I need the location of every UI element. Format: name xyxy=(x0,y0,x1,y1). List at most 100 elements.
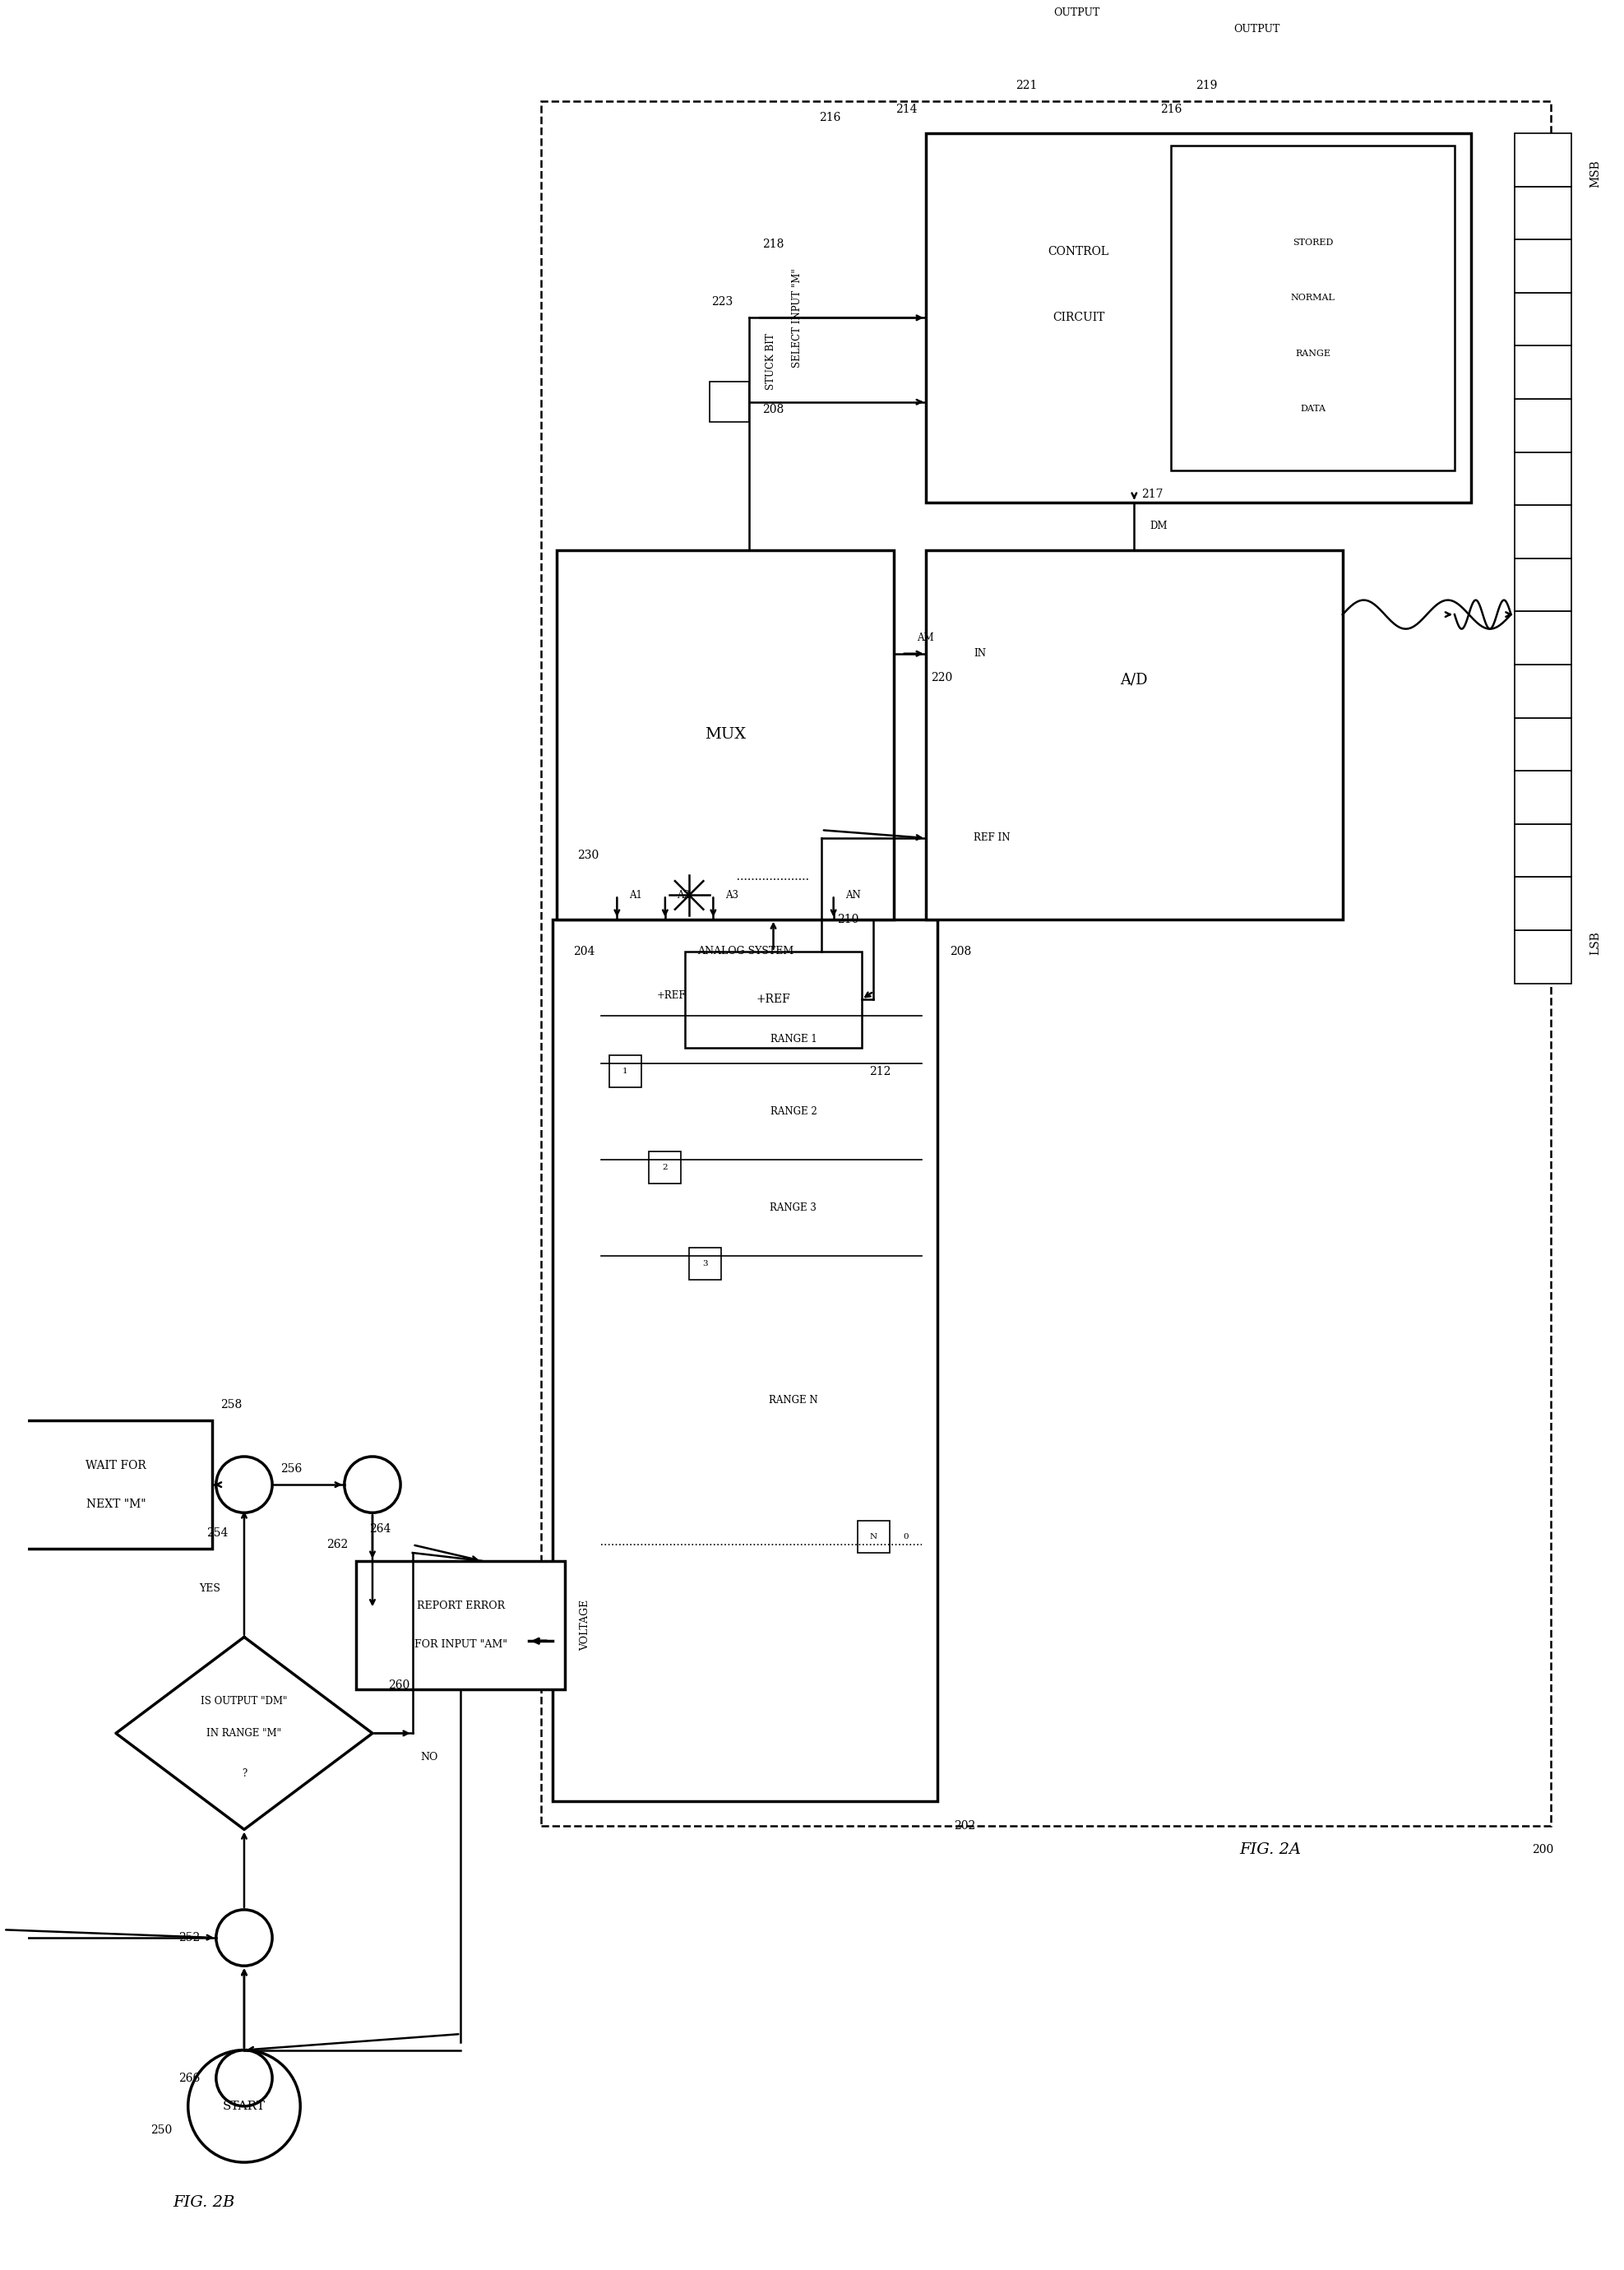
Bar xyxy=(685,951,862,1046)
Text: NEXT "M": NEXT "M" xyxy=(86,1498,146,1510)
Text: 1: 1 xyxy=(622,1067,628,1076)
Text: 202: 202 xyxy=(953,1821,976,1832)
Text: CONTROL: CONTROL xyxy=(1047,245,1109,257)
Text: 223: 223 xyxy=(711,295,734,306)
Text: +REF: +REF xyxy=(757,994,791,1006)
Text: REF IN: REF IN xyxy=(974,833,1010,844)
Text: RANGE 3: RANGE 3 xyxy=(770,1203,817,1212)
Text: FIG. 2B: FIG. 2B xyxy=(174,2195,235,2209)
Text: IN: IN xyxy=(974,649,986,658)
Text: 2: 2 xyxy=(663,1165,667,1171)
Text: AM: AM xyxy=(918,633,934,642)
Text: REPORT ERROR: REPORT ERROR xyxy=(417,1600,505,1612)
Text: 216: 216 xyxy=(818,111,840,123)
Bar xyxy=(1515,558,1570,611)
Bar xyxy=(1515,345,1570,400)
Text: 200: 200 xyxy=(1533,1843,1554,1855)
Text: 218: 218 xyxy=(763,238,784,250)
Bar xyxy=(1515,134,1570,186)
Bar xyxy=(1515,931,1570,983)
Text: STUCK BIT: STUCK BIT xyxy=(765,334,776,390)
Bar xyxy=(1515,400,1570,452)
Bar xyxy=(552,919,937,1802)
Text: A3: A3 xyxy=(726,890,739,901)
Text: STORED: STORED xyxy=(1293,238,1333,247)
Text: CIRCUIT: CIRCUIT xyxy=(1052,311,1104,325)
Text: MSB: MSB xyxy=(1590,159,1601,188)
Text: RANGE 1: RANGE 1 xyxy=(770,1035,817,1044)
Text: 216: 216 xyxy=(1160,104,1182,116)
Bar xyxy=(1515,611,1570,665)
Text: OUTPUT: OUTPUT xyxy=(1054,7,1099,18)
Bar xyxy=(1171,145,1455,470)
Bar xyxy=(557,549,893,919)
Text: IS OUTPUT "DM": IS OUTPUT "DM" xyxy=(201,1696,287,1707)
Text: 210: 210 xyxy=(838,913,859,924)
Bar xyxy=(689,1249,721,1280)
Bar xyxy=(857,1521,890,1553)
Text: DM: DM xyxy=(1150,520,1168,531)
Text: 219: 219 xyxy=(1195,79,1218,91)
Bar xyxy=(541,102,1551,1825)
Text: MUX: MUX xyxy=(705,726,745,742)
Text: START: START xyxy=(222,2100,266,2111)
Text: 220: 220 xyxy=(931,672,953,683)
Text: 264: 264 xyxy=(370,1523,391,1535)
Text: 217: 217 xyxy=(1142,488,1163,499)
Bar xyxy=(650,1151,680,1185)
Text: DATA: DATA xyxy=(1301,404,1325,413)
Text: YES: YES xyxy=(198,1584,221,1594)
Text: A/D: A/D xyxy=(1121,672,1148,688)
Text: RANGE N: RANGE N xyxy=(768,1396,818,1405)
Text: NORMAL: NORMAL xyxy=(1291,293,1335,302)
Text: 258: 258 xyxy=(221,1398,242,1410)
Text: LSB: LSB xyxy=(1590,931,1601,956)
Text: RANGE: RANGE xyxy=(1294,350,1330,356)
Text: 250: 250 xyxy=(151,2125,172,2136)
Text: 266: 266 xyxy=(179,2073,200,2084)
Text: +REF: +REF xyxy=(658,990,687,1001)
Bar xyxy=(1515,717,1570,772)
Text: 252: 252 xyxy=(179,1932,200,1943)
Bar xyxy=(1515,665,1570,717)
Text: N: N xyxy=(870,1532,877,1541)
Text: 256: 256 xyxy=(281,1462,302,1473)
Bar xyxy=(1515,241,1570,293)
Bar xyxy=(926,134,1471,502)
Text: A2: A2 xyxy=(677,890,690,901)
Bar xyxy=(710,381,749,422)
Text: 221: 221 xyxy=(1017,79,1038,91)
Bar xyxy=(609,1056,641,1087)
Text: OUTPUT: OUTPUT xyxy=(1234,23,1280,34)
Bar xyxy=(1515,876,1570,931)
Text: 0: 0 xyxy=(903,1532,908,1541)
Text: 254: 254 xyxy=(206,1528,227,1539)
Text: 208: 208 xyxy=(763,404,784,415)
Text: AN: AN xyxy=(846,890,861,901)
Text: ANALOG SYSTEM: ANALOG SYSTEM xyxy=(697,947,794,956)
Text: NO: NO xyxy=(421,1752,438,1764)
Text: IN RANGE "M": IN RANGE "M" xyxy=(206,1727,281,1739)
Text: FIG. 2A: FIG. 2A xyxy=(1239,1843,1301,1857)
Bar xyxy=(926,549,1343,919)
Text: 230: 230 xyxy=(577,849,599,860)
Text: 204: 204 xyxy=(573,947,594,958)
Text: RANGE 2: RANGE 2 xyxy=(770,1105,817,1117)
Text: 260: 260 xyxy=(388,1680,411,1691)
Text: 208: 208 xyxy=(950,947,971,958)
Bar xyxy=(19,1421,213,1548)
Text: FOR INPUT "AM": FOR INPUT "AM" xyxy=(414,1639,507,1650)
Bar xyxy=(1515,293,1570,345)
Text: 3: 3 xyxy=(703,1260,708,1269)
Text: WAIT FOR: WAIT FOR xyxy=(86,1460,146,1471)
Bar xyxy=(356,1562,565,1689)
Bar xyxy=(1515,506,1570,558)
Bar xyxy=(1515,186,1570,241)
Bar xyxy=(1515,452,1570,506)
Text: ERROR: ERROR xyxy=(1234,0,1273,2)
Text: VOLTAGE: VOLTAGE xyxy=(580,1600,590,1650)
Text: 212: 212 xyxy=(869,1067,892,1078)
Text: 262: 262 xyxy=(326,1539,349,1550)
Bar xyxy=(1515,824,1570,876)
Bar xyxy=(1515,772,1570,824)
